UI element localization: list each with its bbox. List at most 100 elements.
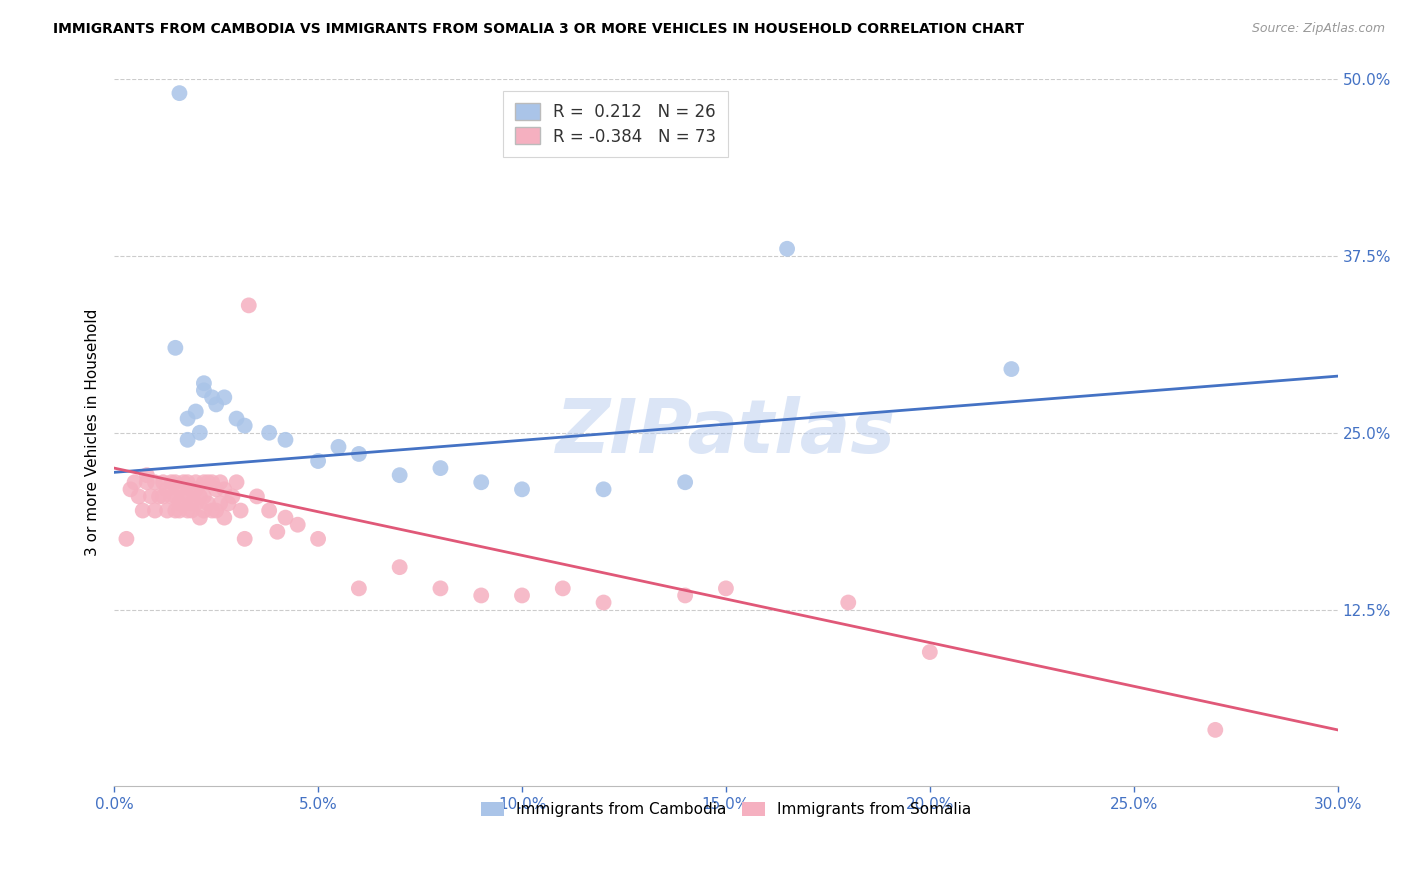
Point [169,86,191,100]
Point [184,475,207,490]
Point [143,503,166,517]
Point [233,418,256,433]
Y-axis label: 3 or more Vehicles in Household: 3 or more Vehicles in Household [86,309,100,557]
Point [124,475,146,490]
Point [165,503,187,517]
Point [184,483,207,497]
Point [257,503,280,517]
Point [205,397,228,411]
Point [160,475,183,490]
Point [328,440,350,454]
Point [266,524,288,539]
Point [176,475,198,490]
Point [165,490,187,504]
Text: ZIPatlas: ZIPatlas [555,396,896,469]
Point [143,475,166,490]
Point [152,475,174,490]
Point [156,503,179,517]
Point [307,454,329,468]
Point [173,490,195,504]
Point [184,496,207,510]
Point [429,461,451,475]
Point [180,496,202,510]
Point [307,532,329,546]
Point [214,390,236,404]
Point [148,490,170,504]
Point [160,490,183,504]
Point [274,433,297,447]
Point [152,490,174,504]
Point [214,483,236,497]
Point [193,475,215,490]
Point [169,483,191,497]
Point [115,532,138,546]
Point [156,483,179,497]
Point [132,503,155,517]
Point [193,503,215,517]
Point [205,503,228,517]
Point [837,595,859,609]
Point [347,447,370,461]
Point [184,404,207,418]
Point [287,517,309,532]
Point [176,503,198,517]
Point [233,532,256,546]
Point [169,496,191,510]
Point [510,589,533,603]
Point [246,490,269,504]
Point [176,411,198,425]
Point [388,560,411,574]
Point [229,503,252,517]
Point [257,425,280,440]
Text: Source: ZipAtlas.com: Source: ZipAtlas.com [1251,22,1385,36]
Point [592,595,614,609]
Point [214,510,236,524]
Point [209,496,232,510]
Point [176,490,198,504]
Point [173,475,195,490]
Point [193,490,215,504]
Point [221,490,243,504]
Point [510,483,533,497]
Point [592,483,614,497]
Point [193,384,215,398]
Point [673,475,696,490]
Point [225,411,247,425]
Point [429,582,451,596]
Point [201,475,224,490]
Point [388,468,411,483]
Point [197,496,219,510]
Point [197,475,219,490]
Point [188,490,211,504]
Point [135,468,157,483]
Point [551,582,574,596]
Point [176,433,198,447]
Point [165,475,187,490]
Point [209,475,232,490]
Point [165,341,187,355]
Point [201,503,224,517]
Point [128,490,150,504]
Point [1000,362,1022,376]
Point [673,589,696,603]
Point [135,475,157,490]
Point [470,475,492,490]
Point [274,510,297,524]
Point [201,390,224,404]
Point [217,496,239,510]
Point [188,425,211,440]
Legend: Immigrants from Cambodia, Immigrants from Somalia: Immigrants from Cambodia, Immigrants fro… [474,795,979,825]
Point [188,510,211,524]
Point [193,376,215,391]
Point [205,483,228,497]
Point [225,475,247,490]
Point [1204,723,1226,737]
Point [776,242,799,256]
Point [347,582,370,596]
Point [918,645,941,659]
Point [139,490,162,504]
Point [169,503,191,517]
Point [714,582,737,596]
Point [180,503,202,517]
Text: IMMIGRANTS FROM CAMBODIA VS IMMIGRANTS FROM SOMALIA 3 OR MORE VEHICLES IN HOUSEH: IMMIGRANTS FROM CAMBODIA VS IMMIGRANTS F… [53,22,1025,37]
